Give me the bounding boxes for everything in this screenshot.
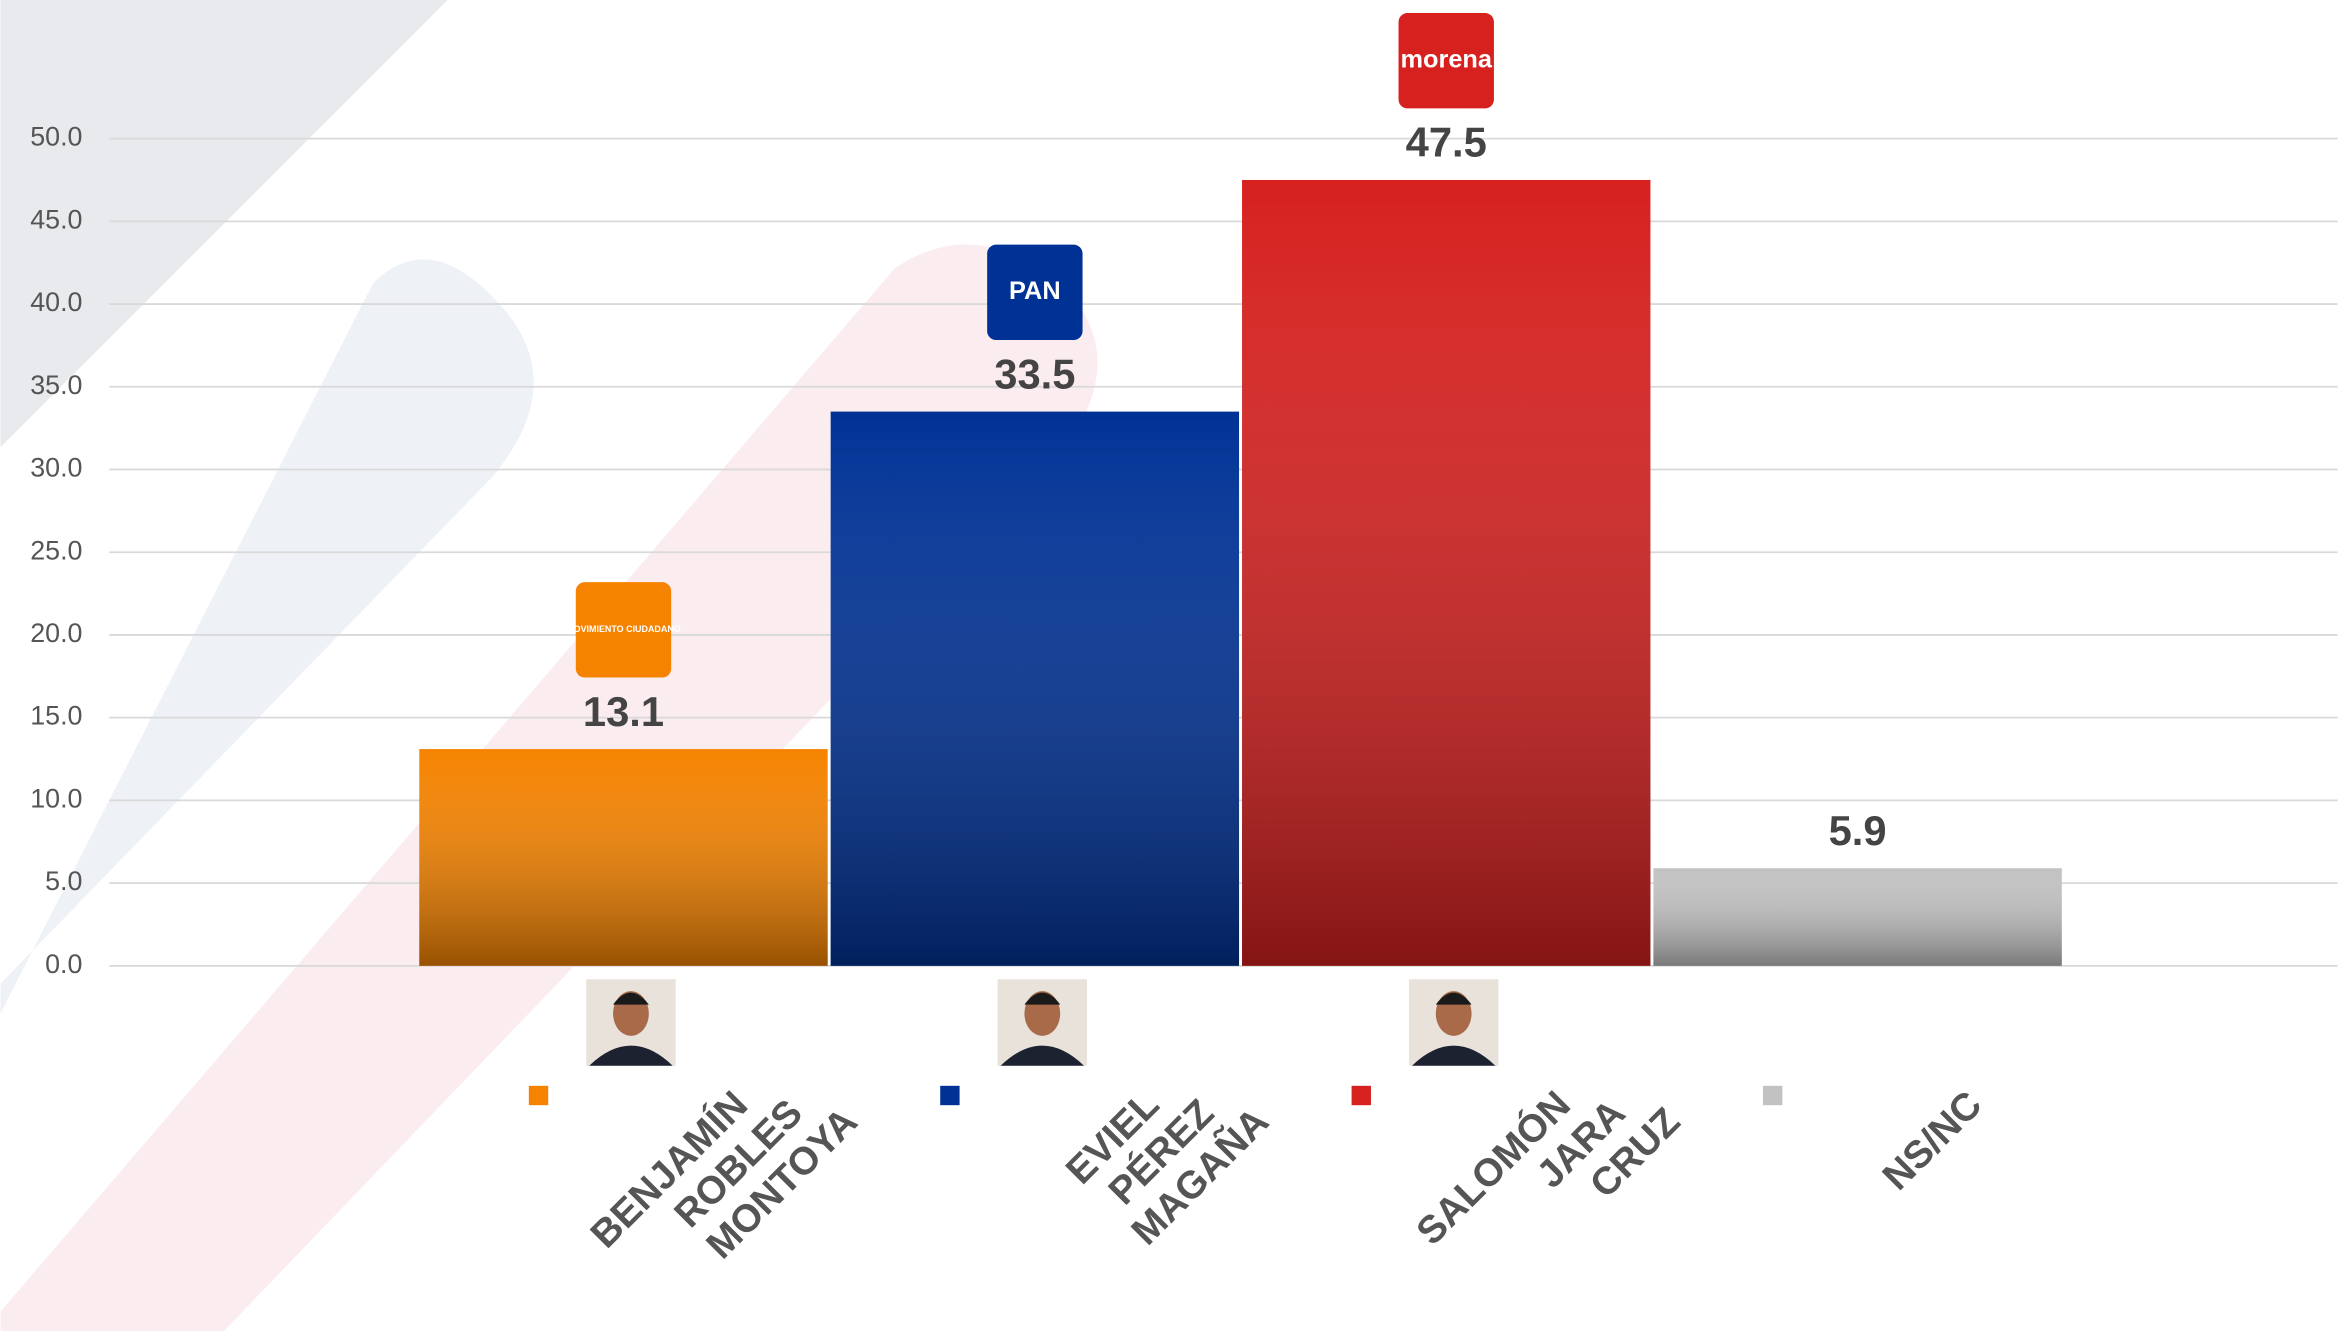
- y-tick-label: 15.0: [30, 701, 82, 731]
- page: {"chart_data":{"type":"bar", "categories…: [0, 0, 2338, 1331]
- value-label: 33.5: [994, 350, 1075, 397]
- bar-group: [419, 749, 827, 966]
- value-label: 47.5: [1406, 119, 1487, 166]
- legend-swatch: [1762, 1085, 1783, 1106]
- x-tick-label: SALOMÓNJARACRUZ: [1408, 1036, 1689, 1317]
- y-tick-label: 10.0: [30, 783, 82, 813]
- bar-shade: [1242, 180, 1650, 966]
- bar-shade: [419, 749, 827, 966]
- y-tick-label: 30.0: [30, 453, 82, 483]
- x-tick-label: BENJAMÍNROBLESMONTOYA: [582, 1036, 866, 1320]
- value-label: 5.9: [1829, 807, 1887, 854]
- y-tick-label: 5.0: [45, 866, 82, 896]
- y-tick-label: 20.0: [30, 618, 82, 648]
- bar-shade: [1653, 868, 2061, 966]
- x-tick-label: EVIELPÉREZMAGAÑA: [1058, 1037, 1277, 1256]
- value-label: 13.1: [583, 688, 664, 735]
- bar-shade: [831, 412, 1239, 966]
- bar-group: [1242, 180, 1650, 966]
- y-tick-label: 0.0: [45, 949, 82, 979]
- legend-swatch: [528, 1085, 549, 1106]
- bar-group: [1653, 868, 2061, 966]
- x-tick-label: NS/NC: [1875, 1083, 1991, 1199]
- legend-swatch: [939, 1085, 960, 1106]
- y-tick-label: 35.0: [30, 370, 82, 400]
- y-tick-label: 45.0: [30, 204, 82, 234]
- y-tick-label: 25.0: [30, 535, 82, 565]
- legend-swatch: [1351, 1085, 1372, 1106]
- chart: 0.0 5.0 10.0 15.0 20.0 25.0 30.0 35.0 40.0 45.0 50…: [0, 0, 2338, 1331]
- y-tick-label: 40.0: [30, 287, 82, 317]
- y-tick-label: 50.0: [30, 122, 82, 152]
- party-logo-label: MOVIMIENTO CIUDADANO: [566, 624, 681, 634]
- bar-group: [831, 412, 1239, 966]
- party-logo-label: morena: [1400, 45, 1492, 73]
- party-logo-label: PAN: [1009, 277, 1061, 305]
